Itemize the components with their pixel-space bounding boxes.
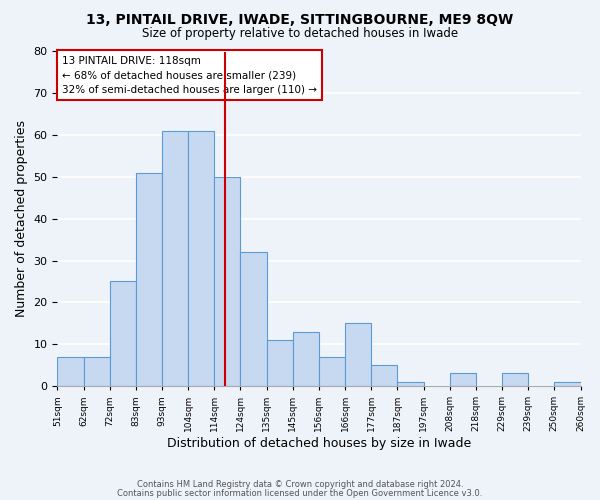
Text: Contains HM Land Registry data © Crown copyright and database right 2024.: Contains HM Land Registry data © Crown c…	[137, 480, 463, 489]
Bar	[397, 382, 424, 386]
Bar	[371, 365, 397, 386]
Bar	[136, 173, 162, 386]
Text: 13 PINTAIL DRIVE: 118sqm
← 68% of detached houses are smaller (239)
32% of semi-: 13 PINTAIL DRIVE: 118sqm ← 68% of detach…	[62, 56, 317, 96]
Bar	[502, 374, 528, 386]
Bar	[110, 282, 136, 386]
Bar	[241, 252, 266, 386]
Text: 13, PINTAIL DRIVE, IWADE, SITTINGBOURNE, ME9 8QW: 13, PINTAIL DRIVE, IWADE, SITTINGBOURNE,…	[86, 12, 514, 26]
Bar	[554, 382, 581, 386]
Bar	[162, 131, 188, 386]
Bar	[266, 340, 293, 386]
Bar	[450, 374, 476, 386]
Bar	[214, 177, 241, 386]
Bar	[83, 357, 110, 386]
Text: Size of property relative to detached houses in Iwade: Size of property relative to detached ho…	[142, 28, 458, 40]
Text: Contains public sector information licensed under the Open Government Licence v3: Contains public sector information licen…	[118, 489, 482, 498]
Y-axis label: Number of detached properties: Number of detached properties	[15, 120, 28, 318]
Bar	[58, 357, 83, 386]
X-axis label: Distribution of detached houses by size in Iwade: Distribution of detached houses by size …	[167, 437, 471, 450]
Bar	[319, 357, 345, 386]
Bar	[345, 324, 371, 386]
Bar	[293, 332, 319, 386]
Bar	[188, 131, 214, 386]
